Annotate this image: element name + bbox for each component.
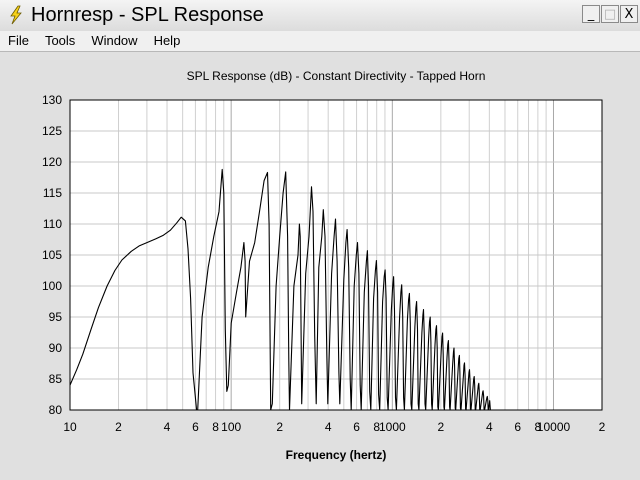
- x-tick-label: 6: [192, 420, 199, 434]
- window-title: Hornresp - SPL Response: [31, 4, 264, 26]
- close-button[interactable]: X: [620, 5, 638, 23]
- x-tick-label: 6: [514, 420, 521, 434]
- window-controls: _ □ X: [582, 5, 638, 23]
- x-tick-label: 8: [373, 420, 380, 434]
- menu-help[interactable]: Help: [153, 33, 181, 48]
- y-tick-label: 95: [49, 310, 63, 324]
- y-tick-label: 130: [42, 93, 62, 107]
- maximize-button[interactable]: □: [601, 5, 619, 23]
- minimize-button[interactable]: _: [582, 5, 600, 23]
- x-tick-label: 1000: [379, 420, 406, 434]
- x-tick-label: 2: [115, 420, 122, 434]
- y-tick-label: 125: [42, 124, 62, 138]
- y-tick-label: 115: [43, 186, 62, 200]
- x-tick-label: 4: [325, 420, 332, 434]
- x-tick-label: 2: [276, 420, 283, 434]
- x-tick-label: 4: [164, 420, 171, 434]
- y-tick-label: 120: [42, 155, 62, 169]
- x-tick-label: 10: [63, 420, 77, 434]
- x-tick-label: 4: [486, 420, 493, 434]
- menu-file[interactable]: File: [8, 33, 29, 48]
- y-tick-label: 105: [42, 248, 62, 262]
- menu-bar: File Tools Window Help: [0, 31, 640, 52]
- spl-curve: [69, 168, 491, 411]
- x-tick-label: 8: [535, 420, 542, 434]
- x-tick-label: 100: [221, 420, 241, 434]
- menu-tools[interactable]: Tools: [44, 33, 76, 48]
- x-tick-label: 2: [437, 420, 444, 434]
- plot-frame: [69, 99, 603, 411]
- chart-area: 80 85 90 95 100 105 110 115 120 125 130 10 2 4 6 8 100 2 4…: [0, 52, 640, 480]
- x-tick-label: 8: [212, 420, 219, 434]
- y-tick-label: 90: [49, 341, 63, 355]
- y-tick-label: 110: [43, 217, 62, 231]
- x-axis-label: Frequency (hertz): [286, 448, 387, 462]
- x-tick-label: 2: [599, 420, 606, 434]
- menu-window[interactable]: Window: [91, 33, 138, 48]
- x-tick-label: 10000: [537, 420, 571, 434]
- y-tick-label: 100: [42, 279, 62, 293]
- y-tick-label: 85: [49, 372, 63, 386]
- lightning-bolt-icon: [10, 5, 22, 25]
- chart-title: SPL Response (dB) - Constant Directivity…: [187, 69, 486, 83]
- y-tick-label: 80: [49, 403, 63, 417]
- title-bar[interactable]: Hornresp - SPL Response _ □ X: [0, 0, 640, 32]
- x-tick-label: 6: [353, 420, 360, 434]
